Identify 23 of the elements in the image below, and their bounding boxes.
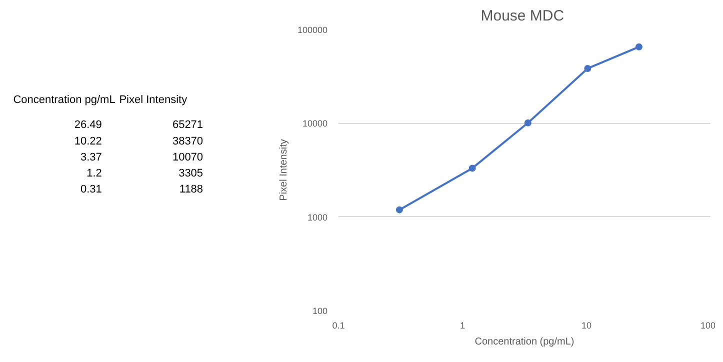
text: Concentration pg/mL bbox=[13, 94, 116, 106]
text: 65271 bbox=[172, 119, 204, 132]
text: 1188 bbox=[179, 183, 204, 196]
y-tick-label: 1000 bbox=[307, 212, 328, 222]
y-tick-label: 100 bbox=[312, 306, 328, 316]
text: 26.49 bbox=[74, 119, 102, 132]
text: 1.2 bbox=[86, 167, 102, 180]
chart-title: Mouse MDC bbox=[480, 8, 564, 24]
y-tick-label: 10000 bbox=[302, 118, 328, 129]
y-tick-label: 100000 bbox=[297, 25, 328, 35]
text: 0.31 bbox=[80, 183, 102, 196]
text: 3.37 bbox=[80, 151, 102, 164]
x-axis-title: Concentration (pg/mL) bbox=[474, 336, 574, 348]
x-tick-label: 1 bbox=[460, 320, 466, 330]
text: 10.22 bbox=[74, 135, 102, 148]
text: 10070 bbox=[172, 151, 204, 164]
text: 38370 bbox=[172, 135, 204, 148]
y-axis-title: Pixel Intensity bbox=[278, 139, 290, 201]
text: Pixel Intensity bbox=[119, 94, 188, 106]
x-tick-label: 10 bbox=[581, 320, 592, 330]
text: 3305 bbox=[178, 167, 204, 180]
x-tick-label: 100 bbox=[700, 320, 716, 330]
x-tick-label: 0.1 bbox=[332, 320, 345, 330]
